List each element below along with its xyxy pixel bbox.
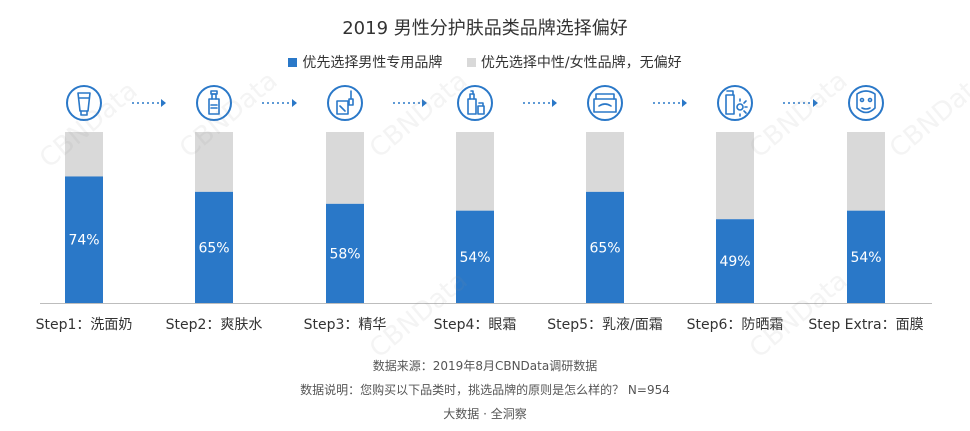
bar-segment-neutral [456,132,494,211]
step-arrowhead [813,99,818,107]
category-label: Step4：眼霜 [434,317,517,333]
legend-swatch-neutral [466,57,476,67]
eye-cream-icon [457,85,493,121]
bar-segment-neutral [716,132,754,220]
slogan-line: 大数据 · 全洞察 [443,407,527,421]
bar-segment-neutral [326,132,364,204]
category-label: Step2：爽肤水 [166,317,263,333]
bar-data-label: 65% [589,240,620,256]
legend-label-neutral: 优先选择中性/女性品牌，无偏好 [480,55,682,71]
bar-segment-male [326,203,364,303]
step-arrowhead [161,99,166,107]
legend-label-male: 优先选择男性专用品牌 [302,55,443,71]
step-arrowhead [422,99,427,107]
bar-segment-male [716,219,754,303]
bar-data-label: 65% [198,240,229,256]
bar-segment-neutral [65,132,103,177]
serum-dropper-icon [327,85,363,121]
bar-segment-neutral [195,132,233,192]
chart-title: 2019 男性分护肤品类品牌选择偏好 [342,18,628,39]
bar-data-label: 58% [329,246,360,262]
category-label: Step Extra：面膜 [808,317,923,333]
category-label: Step1：洗面奶 [36,317,133,333]
note-line: 数据说明：您购买以下品类时，挑选品牌的原则是怎么样的？ N=954 [300,383,670,397]
source-line: 数据来源：2019年8月CBNData调研数据 [372,359,598,373]
bar-segment-male [456,210,494,303]
category-label: Step6：防晒霜 [687,317,784,333]
category-label: Step5：乳液/面霜 [547,317,663,333]
cream-jar-icon [587,85,623,121]
step-arrowhead [292,99,297,107]
legend-item-male: 优先选择男性专用品牌 [288,52,442,72]
legend-item-neutral: 优先选择中性/女性品牌，无偏好 [466,52,682,72]
toner-bottle-icon [196,85,232,121]
chart-legend: 优先选择男性专用品牌 优先选择中性/女性品牌，无偏好 [0,52,970,72]
sunscreen-icon [717,85,753,121]
step-arrowhead [552,99,557,107]
legend-swatch-male [288,57,298,67]
cleanser-tube-icon [66,85,102,121]
bar-data-label: 54% [459,250,490,266]
bar-data-label: 54% [850,250,881,266]
bar-segment-neutral [586,132,624,192]
bar-segment-neutral [847,132,885,211]
bar-data-label: 74% [68,233,99,249]
bar-data-label: 49% [719,254,750,270]
category-label: Step3：精华 [304,317,387,333]
bar-segment-male [847,210,885,303]
bar-segment-male [195,191,233,303]
step-arrowhead [682,99,687,107]
bar-segment-male [586,191,624,303]
bar-segment-male [65,176,103,303]
face-mask-icon [848,85,884,121]
